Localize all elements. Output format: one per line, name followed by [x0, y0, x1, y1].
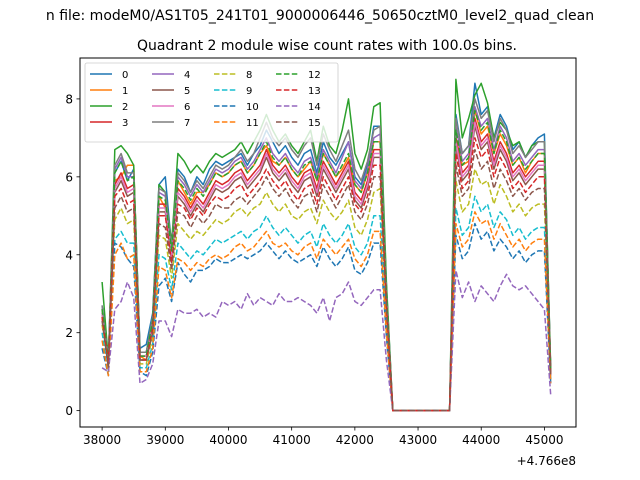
legend-label-11: 11 [246, 118, 259, 129]
figure-suptitle: n file: modeM0/AS1T05_241T01_9000006446_… [46, 8, 594, 24]
legend-label-5: 5 [184, 86, 190, 97]
x-tick-label: 45000 [525, 433, 563, 447]
x-tick-label: 38000 [83, 433, 121, 447]
legend-label-2: 2 [122, 102, 128, 113]
legend-label-15: 15 [308, 118, 321, 129]
x-tick-label: 42000 [336, 433, 374, 447]
x-tick-label: 44000 [462, 433, 500, 447]
series-line-8 [101, 168, 552, 412]
legend-label-3: 3 [122, 118, 128, 129]
series-line-11 [101, 211, 552, 412]
x-tick-label: 40000 [209, 433, 247, 447]
y-axis: 0 2 4 6 8 [65, 92, 80, 418]
series-line-13 [101, 137, 552, 412]
series-line-14 [101, 269, 552, 412]
legend-label-7: 7 [184, 118, 190, 129]
series-line-9 [101, 195, 552, 412]
y-tick-label: 8 [65, 92, 73, 106]
series-line-6 [101, 121, 552, 412]
series-line-12 [101, 109, 552, 412]
x-axis: 38000 39000 40000 41000 42000 43000 44000 45000 [83, 427, 564, 447]
series-line-15 [101, 148, 552, 412]
axes-frame [79, 57, 577, 428]
legend-label-4: 4 [184, 70, 190, 81]
legend-label-12: 12 [308, 70, 321, 81]
legend-label-9: 9 [246, 86, 252, 97]
y-tick-label: 6 [65, 170, 73, 184]
legend-label-8: 8 [246, 70, 252, 81]
x-tick-label: 43000 [399, 433, 437, 447]
legend-label-0: 0 [122, 70, 128, 81]
x-offset-label: +4.766e8 [517, 454, 576, 468]
legend-label-6: 6 [184, 102, 190, 113]
legend-label-13: 13 [308, 86, 321, 97]
chart-title: Quadrant 2 module wise count rates with … [137, 38, 517, 54]
x-tick-label: 39000 [146, 433, 184, 447]
y-tick-label: 4 [65, 248, 73, 262]
series-line-10 [101, 222, 552, 412]
x-tick-label: 41000 [273, 433, 311, 447]
y-tick-label: 0 [65, 404, 73, 418]
legend-frame [84, 62, 339, 143]
y-tick-label: 2 [65, 326, 73, 340]
legend-label-14: 14 [308, 102, 321, 113]
legend-label-10: 10 [246, 102, 259, 113]
legend-label-1: 1 [122, 86, 128, 97]
